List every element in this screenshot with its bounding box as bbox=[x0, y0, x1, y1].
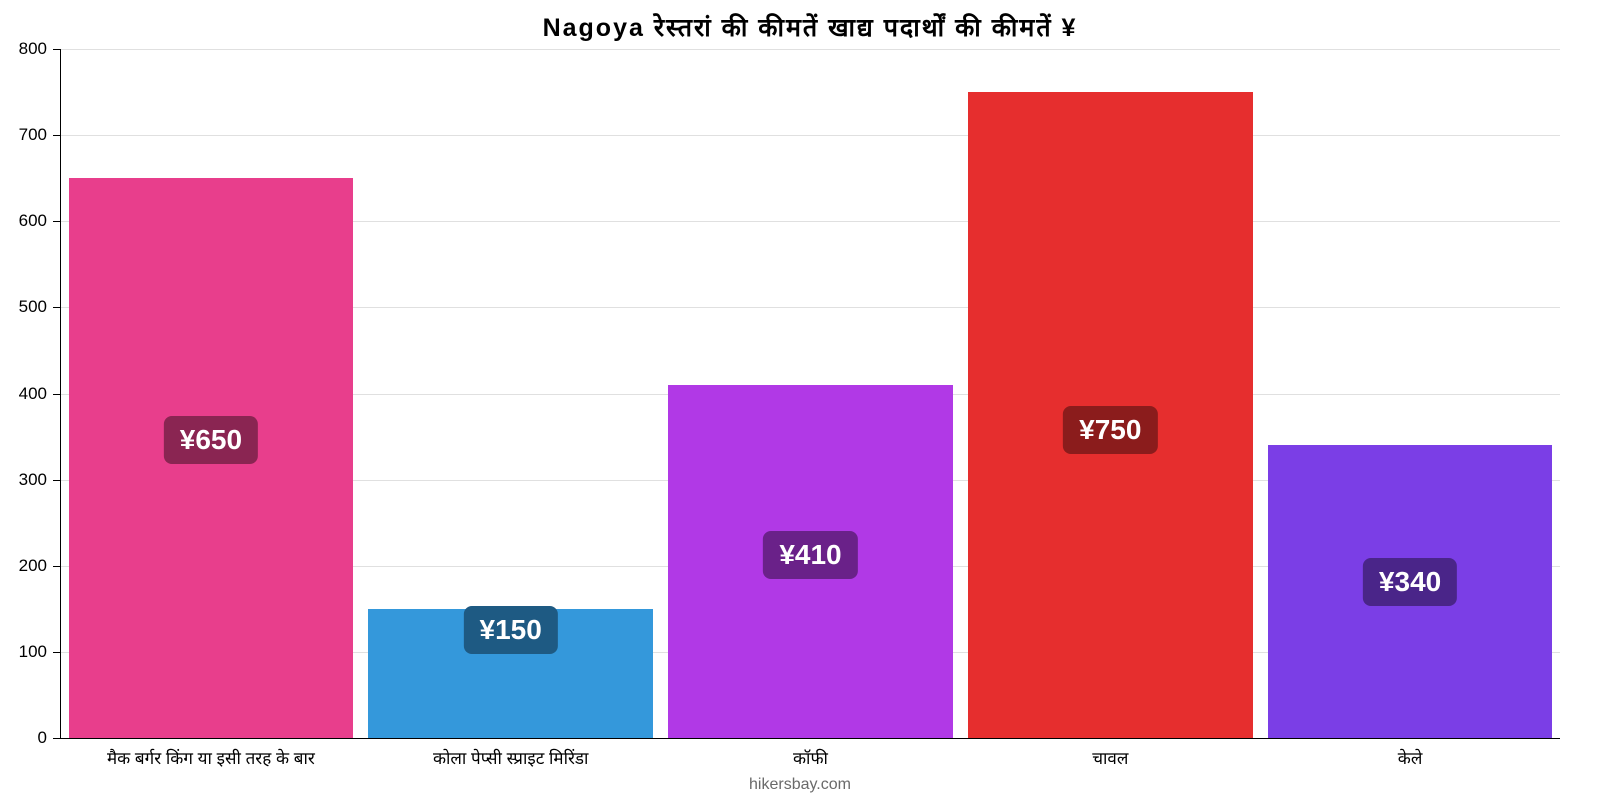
bar: ¥750 bbox=[968, 92, 1253, 738]
x-tick-label: कोला पेप्सी स्प्राइट मिरिंडा bbox=[433, 746, 588, 769]
bar-value-badge: ¥340 bbox=[1363, 558, 1457, 606]
bar-value-badge: ¥150 bbox=[464, 606, 558, 654]
y-tick-label: 500 bbox=[19, 297, 47, 317]
bar-slot: ¥650मैक बर्गर किंग या इसी तरह के बार bbox=[61, 49, 361, 738]
x-tick-label: चावल bbox=[1092, 746, 1128, 769]
x-tick-label: कॉफी bbox=[793, 746, 828, 769]
y-tick bbox=[53, 49, 61, 50]
y-tick-label: 400 bbox=[19, 384, 47, 404]
x-tick-label: मैक बर्गर किंग या इसी तरह के बार bbox=[107, 746, 315, 769]
y-tick bbox=[53, 652, 61, 653]
attribution-text: hikersbay.com bbox=[749, 776, 851, 794]
y-tick-label: 0 bbox=[38, 728, 47, 748]
bar-slot: ¥150कोला पेप्सी स्प्राइट मिरिंडा bbox=[361, 49, 661, 738]
bar-value-badge: ¥750 bbox=[1063, 406, 1157, 454]
y-tick bbox=[53, 738, 61, 739]
bars-layer: ¥650मैक बर्गर किंग या इसी तरह के बार¥150… bbox=[61, 49, 1560, 738]
bar-slot: ¥340केले bbox=[1260, 49, 1560, 738]
bar: ¥650 bbox=[69, 178, 354, 738]
bar-slot: ¥750चावल bbox=[960, 49, 1260, 738]
plot-area: 0100200300400500600700800 ¥650मैक बर्गर … bbox=[60, 49, 1560, 739]
y-tick-label: 300 bbox=[19, 470, 47, 490]
x-tick-label: केले bbox=[1398, 746, 1423, 769]
y-tick-label: 800 bbox=[19, 39, 47, 59]
y-tick bbox=[53, 221, 61, 222]
bar: ¥150 bbox=[368, 609, 653, 738]
y-tick bbox=[53, 566, 61, 567]
y-tick-label: 100 bbox=[19, 642, 47, 662]
chart-title: Nagoya रेस्तरां की कीमतें खाद्य पदार्थों… bbox=[60, 10, 1560, 44]
bar-slot: ¥410कॉफी bbox=[661, 49, 961, 738]
y-tick-label: 200 bbox=[19, 556, 47, 576]
y-tick bbox=[53, 394, 61, 395]
bar: ¥340 bbox=[1268, 445, 1553, 738]
y-tick bbox=[53, 135, 61, 136]
y-tick bbox=[53, 307, 61, 308]
y-tick-label: 600 bbox=[19, 211, 47, 231]
y-tick bbox=[53, 480, 61, 481]
bar-value-badge: ¥650 bbox=[164, 416, 258, 464]
chart-container: Nagoya रेस्तरां की कीमतें खाद्य पदार्थों… bbox=[0, 0, 1600, 800]
y-tick-label: 700 bbox=[19, 125, 47, 145]
bar: ¥410 bbox=[668, 385, 953, 738]
bar-value-badge: ¥410 bbox=[763, 531, 857, 579]
